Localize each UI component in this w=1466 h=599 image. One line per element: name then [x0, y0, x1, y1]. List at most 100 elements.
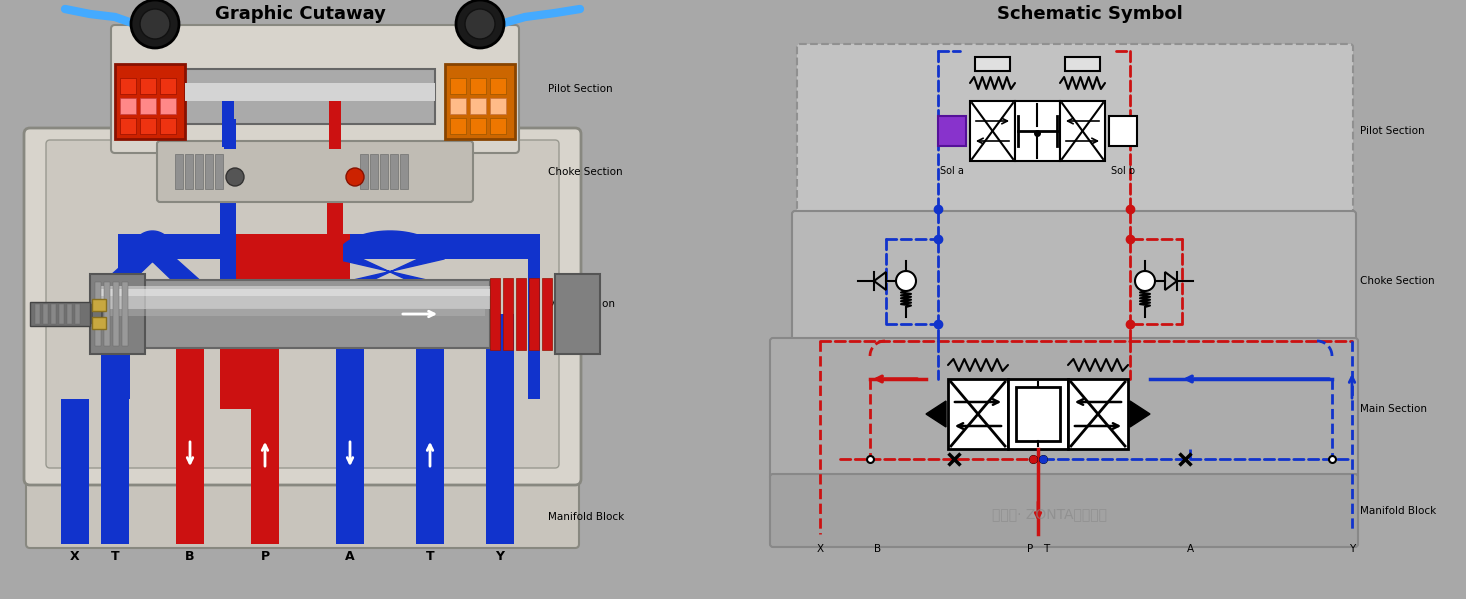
Text: Pilot Section: Pilot Section — [548, 84, 613, 94]
Circle shape — [456, 0, 504, 48]
Text: A: A — [1186, 544, 1193, 554]
FancyBboxPatch shape — [26, 475, 579, 548]
Bar — [400, 154, 408, 189]
Bar — [1108, 116, 1138, 146]
Bar — [43, 304, 48, 324]
Bar — [1014, 101, 1060, 161]
Bar — [185, 154, 194, 189]
Bar — [361, 154, 368, 189]
Bar — [487, 314, 515, 544]
Text: T: T — [111, 550, 119, 564]
Bar — [62, 399, 89, 544]
Bar — [516, 278, 526, 350]
Bar — [113, 282, 119, 346]
Text: Pilot Section: Pilot Section — [1360, 126, 1425, 136]
Bar — [114, 64, 185, 139]
Bar — [490, 118, 506, 134]
Bar — [471, 78, 487, 94]
Circle shape — [226, 168, 243, 186]
Bar — [51, 304, 56, 324]
Text: Choke Section: Choke Section — [548, 167, 623, 177]
FancyBboxPatch shape — [798, 44, 1353, 217]
FancyBboxPatch shape — [770, 474, 1358, 547]
Bar — [75, 304, 81, 324]
Text: Schematic Symbol: Schematic Symbol — [997, 5, 1183, 23]
Bar — [1009, 379, 1069, 449]
Bar — [490, 78, 506, 94]
Bar — [205, 154, 213, 189]
FancyBboxPatch shape — [111, 25, 519, 153]
Bar — [220, 149, 236, 234]
Polygon shape — [92, 304, 103, 324]
Bar — [328, 119, 342, 149]
Bar — [120, 98, 136, 114]
Bar — [224, 119, 236, 149]
Circle shape — [896, 271, 916, 291]
Bar — [139, 78, 155, 94]
Text: Sol b: Sol b — [468, 0, 493, 2]
Bar — [139, 118, 155, 134]
Bar — [59, 304, 65, 324]
Text: Graphic Cutaway: Graphic Cutaway — [214, 5, 386, 23]
Bar — [1016, 387, 1060, 441]
Bar — [446, 64, 515, 139]
Bar — [67, 304, 72, 324]
Circle shape — [139, 9, 170, 39]
Bar — [369, 154, 378, 189]
Bar — [503, 278, 513, 350]
Bar — [220, 229, 236, 284]
Circle shape — [346, 168, 364, 186]
Bar — [975, 57, 1010, 71]
Text: P: P — [1026, 544, 1034, 554]
Bar — [1069, 379, 1127, 449]
Text: Main Section: Main Section — [1360, 404, 1426, 414]
Text: Manifold Block: Manifold Block — [1360, 506, 1437, 516]
FancyBboxPatch shape — [157, 141, 474, 202]
Bar — [139, 98, 155, 114]
Bar — [176, 284, 279, 309]
Bar — [120, 98, 136, 114]
FancyBboxPatch shape — [792, 211, 1356, 344]
Bar — [35, 304, 40, 324]
Bar — [120, 118, 136, 134]
Bar — [95, 282, 101, 346]
Bar — [471, 98, 487, 114]
Text: Sol a: Sol a — [940, 166, 965, 176]
Polygon shape — [350, 234, 539, 399]
Bar — [89, 274, 145, 354]
Bar — [390, 154, 397, 189]
Bar — [450, 78, 466, 94]
Bar — [556, 274, 600, 354]
Polygon shape — [1130, 401, 1149, 427]
Bar — [160, 78, 176, 94]
Bar — [106, 308, 485, 316]
Text: A: A — [345, 550, 355, 564]
Bar — [174, 154, 183, 189]
Bar — [529, 278, 539, 350]
FancyBboxPatch shape — [45, 140, 559, 468]
Bar — [195, 154, 202, 189]
Bar — [100, 289, 490, 309]
FancyBboxPatch shape — [770, 338, 1358, 480]
Bar — [160, 98, 176, 114]
Bar — [471, 98, 487, 114]
Bar — [139, 98, 155, 114]
Bar — [327, 149, 343, 234]
Text: Choke Section: Choke Section — [1360, 276, 1435, 286]
Bar — [471, 118, 487, 134]
Bar — [336, 314, 364, 544]
Bar — [176, 324, 204, 544]
Polygon shape — [336, 231, 444, 314]
Bar — [185, 83, 435, 101]
Polygon shape — [117, 234, 245, 399]
Text: Sol a: Sol a — [142, 0, 167, 2]
Text: Sol b: Sol b — [1111, 166, 1135, 176]
Bar — [122, 282, 128, 346]
Bar — [949, 379, 1009, 449]
Bar — [450, 98, 466, 114]
Bar — [92, 317, 106, 329]
Text: B: B — [185, 550, 195, 564]
Bar — [416, 314, 444, 544]
Bar — [450, 98, 466, 114]
Text: X: X — [817, 544, 824, 554]
